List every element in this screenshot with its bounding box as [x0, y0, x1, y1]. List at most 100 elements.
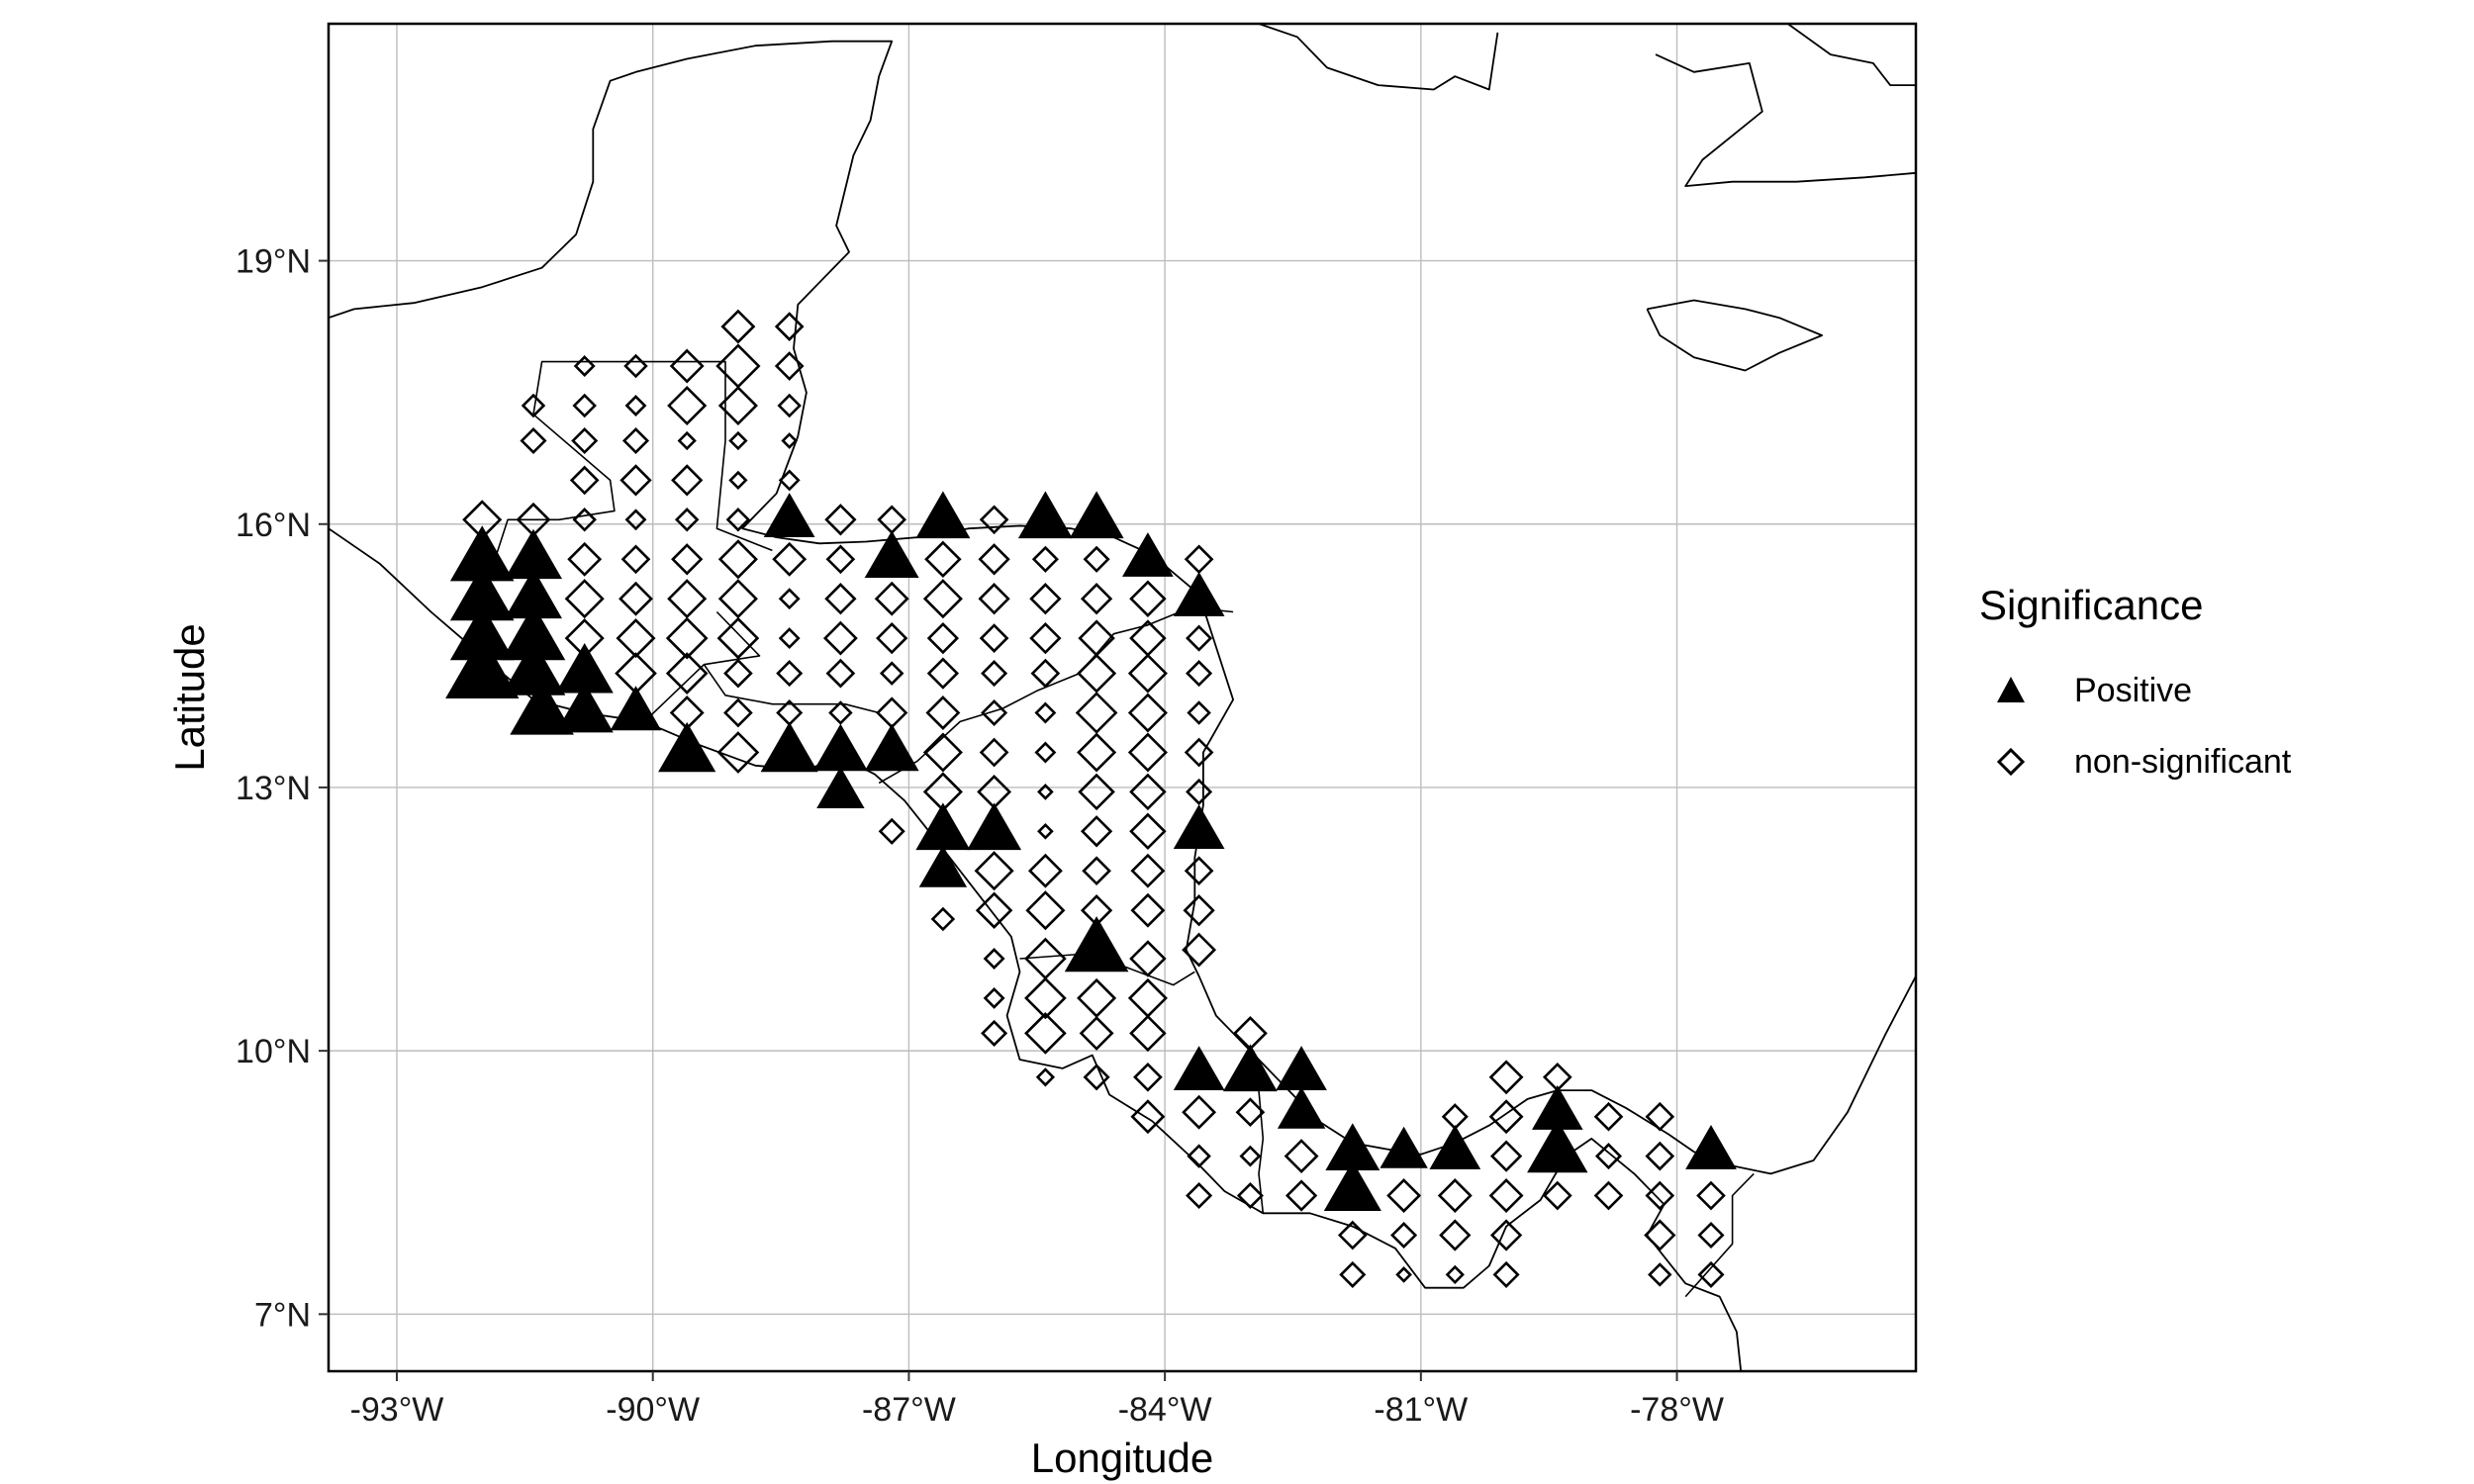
non-significant-point: [1024, 976, 1067, 1020]
non-significant-point: [774, 312, 805, 341]
non-significant-point: [1186, 660, 1213, 688]
non-significant-point: [1129, 1014, 1167, 1053]
positive-point: [1064, 916, 1129, 973]
non-significant-point: [1236, 1181, 1264, 1210]
non-significant-point: [669, 348, 705, 384]
non-significant-point: [624, 509, 647, 531]
non-significant-point: [1184, 856, 1214, 886]
positive-point: [1685, 1125, 1737, 1169]
y-axis-ticks: 7°N 10°N 13°N 16°N 19°N: [236, 243, 329, 1334]
positive-point: [510, 679, 574, 735]
non-significant-point: [1437, 1178, 1473, 1213]
non-significant-point: [825, 658, 856, 689]
x-tick-label: -84°W: [1118, 1391, 1212, 1429]
non-significant-point: [723, 697, 753, 728]
non-significant-point: [926, 657, 960, 690]
non-significant-point: [981, 660, 1008, 688]
non-significant-point: [824, 504, 857, 536]
non-significant-point: [1593, 1180, 1624, 1211]
non-significant-point: [825, 544, 856, 575]
non-significant-point: [1594, 1143, 1623, 1170]
non-significant-point: [1439, 1219, 1472, 1252]
non-significant-point: [983, 986, 1005, 1009]
map-panel-frame: [327, 22, 1918, 1373]
positive-point: [816, 766, 865, 808]
non-significant-point: [1133, 1062, 1163, 1092]
positive-point: [967, 802, 1022, 851]
positive-point: [915, 491, 971, 539]
positive-point: [555, 643, 614, 694]
non-significant-point: [564, 579, 605, 619]
non-significant-point: [777, 393, 802, 418]
diamond-icon: [1996, 747, 2026, 777]
non-significant-point: [1078, 773, 1115, 811]
non-significant-point: [1027, 853, 1063, 888]
non-significant-point: [665, 616, 709, 660]
non-significant-point: [1182, 1094, 1217, 1130]
significance-points: [445, 309, 1737, 1288]
non-significant-point: [1183, 894, 1215, 927]
non-significant-point: [828, 700, 853, 725]
positive-point: [918, 845, 968, 887]
non-significant-point: [620, 544, 651, 575]
non-significant-point: [671, 464, 704, 497]
positive-point: [1325, 1123, 1380, 1170]
non-significant-point: [874, 581, 909, 616]
positive-point: [1527, 1119, 1588, 1173]
non-significant-point: [822, 620, 858, 656]
non-significant-point: [1235, 1097, 1266, 1128]
coastline: [329, 40, 1916, 1175]
non-significant-point: [717, 539, 758, 580]
positive-point: [445, 634, 520, 698]
positive-point: [501, 604, 566, 661]
coastline: [1258, 24, 1499, 91]
non-significant-point: [922, 732, 963, 773]
non-significant-point: [1080, 583, 1113, 615]
country-border: [643, 610, 761, 722]
non-significant-point: [1339, 1260, 1367, 1288]
non-significant-point: [1127, 693, 1168, 733]
non-significant-point: [569, 465, 600, 496]
non-significant-point: [1129, 812, 1167, 851]
non-significant-point: [1645, 1141, 1675, 1171]
non-significant-point: [1024, 1012, 1067, 1055]
non-significant-point: [1285, 1179, 1318, 1212]
non-significant-point: [1390, 1221, 1418, 1250]
legend: Significance Positive non-significant: [1979, 582, 2395, 797]
triangle-icon: [1997, 677, 2025, 702]
non-significant-point: [1130, 892, 1166, 928]
non-significant-point: [725, 508, 751, 532]
non-significant-point: [778, 469, 801, 492]
positive-point: [1429, 1125, 1481, 1169]
positive-point: [864, 723, 919, 772]
country-border: [1019, 953, 1195, 986]
non-significant-point: [1697, 1260, 1725, 1288]
non-significant-point: [1489, 1140, 1523, 1172]
non-significant-point: [520, 426, 547, 455]
positive-point: [501, 639, 566, 696]
positive-point: [449, 525, 515, 582]
non-significant-point: [619, 464, 652, 497]
non-significant-point: [983, 948, 1005, 970]
legend-label-non-significant: non-significant: [2074, 742, 2292, 781]
non-significant-point: [925, 696, 961, 730]
non-significant-point: [979, 623, 1009, 653]
non-significant-point: [1025, 890, 1066, 931]
non-significant-point: [1395, 1266, 1412, 1283]
non-significant-point: [930, 906, 956, 932]
non-significant-point: [720, 309, 756, 344]
non-significant-point: [1542, 1180, 1572, 1211]
positive-point: [449, 604, 515, 661]
non-significant-point: [1083, 545, 1110, 573]
non-significant-point: [1645, 1101, 1675, 1132]
non-significant-point: [924, 540, 962, 579]
positive-point: [504, 528, 562, 580]
positive-point: [864, 530, 919, 578]
x-tick-label: -81°W: [1374, 1391, 1468, 1429]
positive-point: [763, 493, 815, 537]
non-significant-point: [981, 698, 1008, 727]
non-significant-point: [671, 543, 704, 576]
non-significant-point: [974, 851, 1014, 891]
non-significant-point: [1034, 701, 1057, 724]
legend-title: Significance: [1979, 582, 2204, 628]
